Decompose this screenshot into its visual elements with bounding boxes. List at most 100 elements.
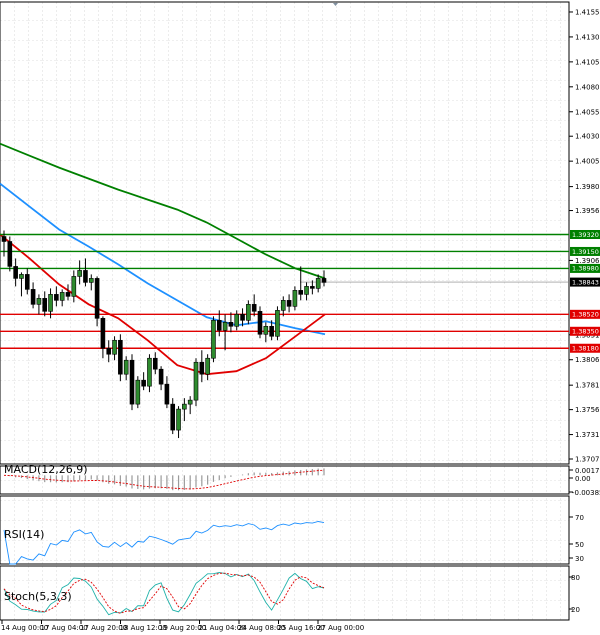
level-badge bbox=[570, 263, 600, 273]
candle bbox=[152, 352, 158, 375]
stoch-tick-80: 80 bbox=[571, 574, 580, 582]
candle bbox=[269, 320, 274, 341]
price-tick-label: 1.37315 bbox=[575, 431, 600, 439]
price-axis: 1.41550 1.41300 1.41050 1.40800 1.40550 1.403… bbox=[569, 8, 600, 464]
price-tick-label: 1.40800 bbox=[575, 83, 600, 91]
candle bbox=[129, 354, 135, 411]
candle bbox=[19, 272, 24, 297]
rsi-tick-70: 70 bbox=[575, 514, 584, 522]
candle bbox=[83, 258, 88, 287]
moving-average-line bbox=[0, 233, 326, 376]
candle bbox=[211, 316, 216, 363]
candle bbox=[158, 366, 164, 391]
price-tick-label: 1.39800 bbox=[575, 183, 600, 191]
time-tick-label: 17 Aug 04:00 bbox=[41, 624, 88, 632]
level-label: 1.39150 bbox=[572, 248, 599, 256]
level-badge bbox=[570, 229, 600, 239]
level-label: 1.38180 bbox=[572, 345, 599, 353]
candle bbox=[106, 340, 112, 363]
candle bbox=[24, 268, 30, 295]
rsi-line bbox=[3, 521, 325, 565]
candle bbox=[147, 354, 152, 393]
candle bbox=[65, 284, 71, 301]
candle bbox=[59, 289, 65, 307]
macd-tick-min: -0.003855 bbox=[572, 489, 600, 497]
rsi-tick-30: 30 bbox=[575, 555, 584, 563]
candle bbox=[222, 314, 228, 351]
price-tick-label: 1.40550 bbox=[575, 108, 600, 116]
time-tick-label: 27 Aug 00:00 bbox=[317, 624, 364, 632]
macd-tick-max: 0.001768 bbox=[575, 467, 600, 475]
candle bbox=[275, 306, 280, 341]
rsi-tick-50: 50 bbox=[575, 541, 584, 549]
price-panel bbox=[0, 1, 570, 465]
candle bbox=[199, 350, 205, 383]
candle bbox=[182, 398, 187, 422]
moving-average-line bbox=[0, 142, 326, 280]
time-tick-label: 18 Aug 12:00 bbox=[120, 624, 167, 632]
current-price-label: 1.38843 bbox=[572, 278, 599, 286]
current-price-badge bbox=[570, 277, 600, 287]
rsi-panel: RSI(14) 70 50 30 bbox=[0, 495, 584, 565]
candle bbox=[315, 274, 321, 293]
price-tick-label: 1.40305 bbox=[575, 133, 600, 141]
candle bbox=[164, 376, 170, 409]
candle bbox=[286, 294, 292, 313]
level-label: 1.38520 bbox=[572, 311, 599, 319]
time-tick-label: 21 Aug 04:00 bbox=[199, 624, 246, 632]
candle bbox=[135, 376, 141, 409]
candle bbox=[298, 266, 304, 301]
price-tick-label: 1.37565 bbox=[575, 406, 600, 414]
stoch-tick-20: 20 bbox=[571, 606, 580, 614]
candle bbox=[36, 294, 42, 315]
candle bbox=[176, 406, 181, 439]
candle bbox=[71, 270, 77, 303]
candle bbox=[7, 236, 13, 272]
candle bbox=[141, 372, 146, 391]
level-badge bbox=[570, 246, 600, 256]
candle bbox=[94, 276, 100, 327]
candle bbox=[240, 308, 245, 327]
price-tick-label: 1.39560 bbox=[575, 207, 600, 215]
time-tick-label: 14 Aug 00:00 bbox=[1, 624, 48, 632]
candle bbox=[42, 291, 48, 317]
price-tick-label: 1.40055 bbox=[575, 158, 600, 166]
candle bbox=[246, 300, 251, 325]
candle bbox=[1, 230, 7, 257]
candle bbox=[123, 356, 129, 381]
moving-average-line bbox=[0, 182, 326, 336]
macd-panel: MACD(12,26,9) 0.001768 0.00 -0.003855 bbox=[0, 463, 600, 497]
candle bbox=[280, 296, 286, 317]
candle bbox=[257, 306, 263, 339]
price-tick-label: 1.37810 bbox=[575, 382, 600, 390]
time-tick-label: 19 Aug 20:00 bbox=[159, 624, 206, 632]
rsi-label: RSI(14) bbox=[4, 528, 44, 541]
candle bbox=[54, 286, 59, 307]
macd-histogram bbox=[9, 468, 325, 491]
candle bbox=[304, 282, 309, 301]
candle bbox=[193, 358, 199, 407]
price-tick-label: 1.41050 bbox=[575, 58, 600, 66]
level-label: 1.38980 bbox=[572, 265, 599, 273]
candle bbox=[216, 310, 222, 337]
scroll-marker-icon bbox=[333, 3, 338, 6]
candle bbox=[187, 396, 193, 415]
price-tick-label: 1.38065 bbox=[575, 356, 600, 364]
macd-tick-zero: 0.00 bbox=[575, 475, 591, 483]
price-tick-label: 1.41300 bbox=[575, 33, 600, 41]
stoch-panel: Stoch(5,3,3) 80 20 bbox=[0, 565, 580, 621]
candle bbox=[170, 398, 176, 435]
macd-signal-line bbox=[3, 469, 325, 490]
candle bbox=[228, 312, 234, 333]
candle bbox=[30, 282, 36, 309]
candle bbox=[118, 334, 123, 382]
level-badge bbox=[570, 326, 600, 336]
level-badge bbox=[570, 309, 600, 319]
level-label: 1.39320 bbox=[572, 231, 599, 239]
macd-label: MACD(12,26,9) bbox=[4, 463, 88, 476]
level-badge bbox=[570, 343, 600, 353]
candle bbox=[234, 310, 240, 331]
candlesticks bbox=[1, 230, 327, 439]
